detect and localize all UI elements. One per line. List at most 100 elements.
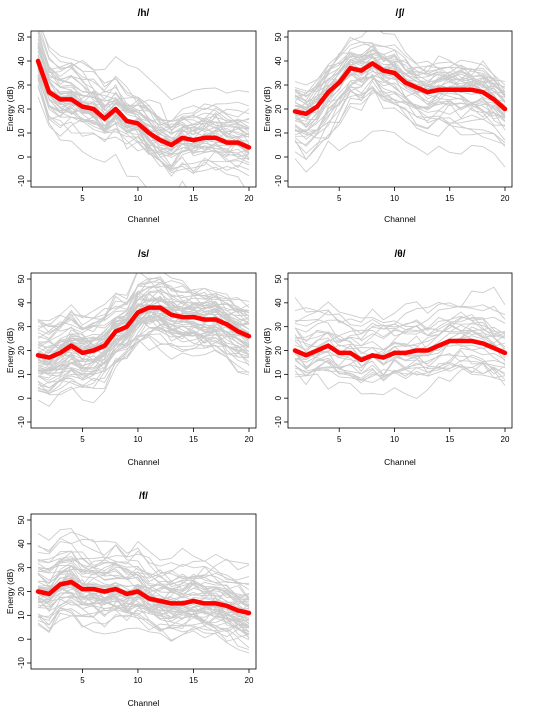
token-line xyxy=(37,583,250,620)
y-tick-label: 0 xyxy=(17,636,26,641)
y-tick-label: 20 xyxy=(274,346,283,355)
token-line xyxy=(294,129,506,173)
y-tick-label: 10 xyxy=(274,369,283,378)
token-line xyxy=(41,31,250,101)
x-tick-label: 15 xyxy=(445,194,454,203)
x-tick-label: 15 xyxy=(189,194,198,203)
y-tick-label: 10 xyxy=(17,128,26,137)
token-line xyxy=(37,306,250,366)
x-tick-label: 20 xyxy=(501,435,510,444)
token-line xyxy=(294,73,506,136)
y-tick-label: 30 xyxy=(17,563,26,572)
token-line xyxy=(294,89,506,160)
token-line xyxy=(37,559,250,608)
chart-panel-3: 5 10 15 20 -10 0 10 20 30 40 50/s/Channel Energy (d… xyxy=(5,249,257,467)
token-line xyxy=(37,79,250,167)
y-tick-label: 30 xyxy=(17,322,26,331)
chart-title: /ʃ/ xyxy=(396,8,405,19)
token-line xyxy=(37,64,250,169)
x-tick-label: 15 xyxy=(189,676,198,685)
token-line xyxy=(294,353,506,386)
mean-series-line xyxy=(35,579,252,616)
y-tick-label: 0 xyxy=(17,154,26,159)
x-tick-label: 10 xyxy=(390,194,399,203)
token-line xyxy=(37,281,250,340)
y-tick-label: 20 xyxy=(17,104,26,113)
token-line xyxy=(294,90,506,155)
x-tick-label: 10 xyxy=(133,435,142,444)
chart-panel-5: 5 10 15 20 -10 0 10 20 30 40 50/f/Channel Energy (d… xyxy=(5,491,257,708)
y-tick-label: 30 xyxy=(274,80,283,89)
x-axis-label: Channel xyxy=(128,698,160,708)
token-line xyxy=(294,354,506,371)
y-tick-label: 40 xyxy=(274,56,283,65)
chart-title: /θ/ xyxy=(395,249,406,260)
x-tick-label: 5 xyxy=(80,676,85,685)
x-axis-label: Channel xyxy=(128,214,160,224)
token-lines xyxy=(37,31,250,187)
token-line xyxy=(294,80,506,145)
y-tick-label: -10 xyxy=(17,657,26,669)
token-line xyxy=(37,537,250,565)
y-axis-label: Energy (dB) xyxy=(5,328,15,374)
x-axis-label: Channel xyxy=(384,457,416,467)
y-tick-label: 30 xyxy=(17,80,26,89)
token-line xyxy=(37,278,250,334)
mean-series-line xyxy=(292,338,508,363)
token-line xyxy=(37,337,250,407)
token-lines xyxy=(37,528,250,654)
token-line xyxy=(37,596,250,620)
x-axis-label: Channel xyxy=(384,214,416,224)
x-axis-label: Channel xyxy=(128,457,160,467)
token-line xyxy=(37,564,250,621)
y-tick-label: 50 xyxy=(17,274,26,283)
token-line xyxy=(37,551,250,588)
token-line xyxy=(294,330,506,376)
token-line xyxy=(294,366,506,400)
y-tick-label: 50 xyxy=(17,515,26,524)
chart-title: /f/ xyxy=(139,491,148,502)
token-line xyxy=(37,531,250,586)
chart-panel-2: 5 10 15 20 -10 0 10 20 30 40 50/ʃ/Channel Energy (d… xyxy=(262,8,513,224)
y-tick-label: 10 xyxy=(17,610,26,619)
y-tick-label: 0 xyxy=(17,395,26,400)
token-lines xyxy=(294,286,506,400)
token-line xyxy=(37,273,250,331)
mean-series-line xyxy=(35,305,252,360)
token-line xyxy=(294,319,506,344)
token-line xyxy=(294,36,506,98)
token-line xyxy=(37,78,250,177)
token-line xyxy=(37,607,250,638)
token-line xyxy=(37,64,250,153)
token-line xyxy=(294,338,506,369)
y-tick-label: -10 xyxy=(274,416,283,428)
y-tick-label: 10 xyxy=(274,128,283,137)
x-tick-label: 15 xyxy=(189,435,198,444)
y-tick-label: 0 xyxy=(274,395,283,400)
chart-title: /s/ xyxy=(138,249,149,260)
token-line xyxy=(37,333,250,395)
token-line xyxy=(37,59,250,123)
token-line xyxy=(37,323,250,379)
token-line xyxy=(40,31,250,122)
y-tick-label: -10 xyxy=(17,175,26,187)
x-tick-label: 15 xyxy=(445,435,454,444)
token-line xyxy=(294,74,506,122)
token-line xyxy=(294,359,506,384)
token-line xyxy=(37,563,250,601)
y-tick-label: 40 xyxy=(17,298,26,307)
token-lines xyxy=(294,31,506,173)
chart-title: /h/ xyxy=(138,8,150,19)
y-axis-label: Energy (dB) xyxy=(262,328,272,374)
token-line xyxy=(37,316,250,379)
token-line xyxy=(37,292,250,359)
token-line xyxy=(37,294,250,349)
x-tick-label: 5 xyxy=(80,194,85,203)
token-line xyxy=(37,558,250,591)
x-tick-label: 10 xyxy=(133,194,142,203)
y-tick-label: 40 xyxy=(274,298,283,307)
mean-series-line xyxy=(292,61,508,117)
x-tick-label: 10 xyxy=(390,435,399,444)
x-tick-label: 5 xyxy=(80,435,85,444)
